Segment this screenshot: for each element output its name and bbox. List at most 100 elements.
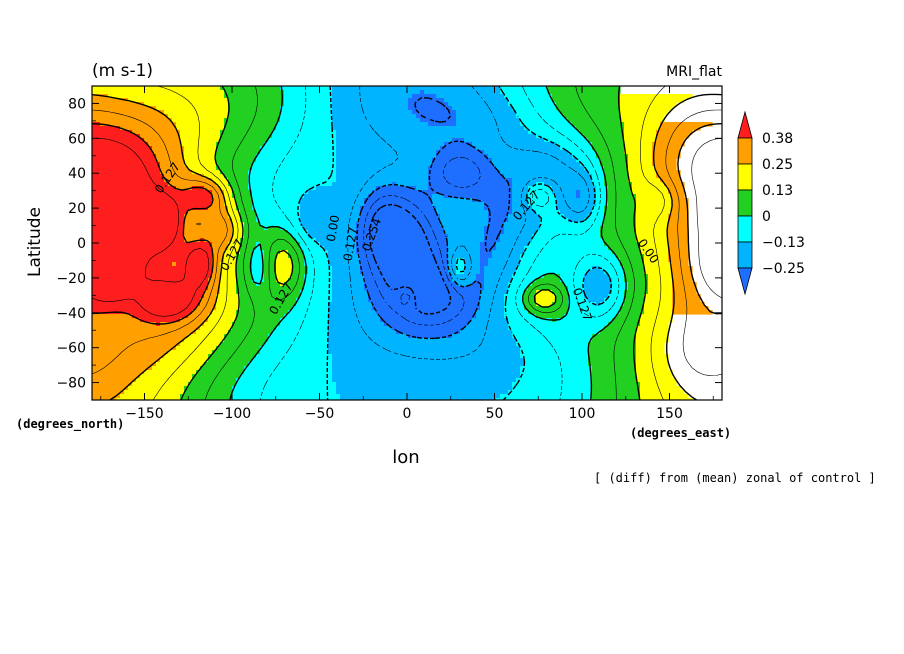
field-cell xyxy=(636,342,665,347)
field-cell xyxy=(252,202,301,207)
field-cell xyxy=(268,338,329,343)
field-cell xyxy=(580,190,597,195)
field-cell xyxy=(188,314,209,319)
field-cell xyxy=(220,282,237,287)
field-cell xyxy=(160,166,189,171)
field-cell xyxy=(336,162,433,167)
field-cell xyxy=(212,310,237,315)
field-cell xyxy=(92,218,185,223)
field-cell xyxy=(328,254,361,259)
field-cell xyxy=(372,302,481,307)
field-cell xyxy=(220,274,237,279)
field-cell xyxy=(436,210,489,215)
field-cell xyxy=(184,222,233,227)
field-cell xyxy=(300,210,361,215)
field-cell xyxy=(356,226,445,231)
field-cell xyxy=(604,210,637,215)
field-cell xyxy=(288,278,305,283)
model-title: MRI_flat xyxy=(666,64,722,80)
field-cell xyxy=(504,314,537,319)
field-cell xyxy=(636,366,669,371)
field-cell xyxy=(300,222,357,227)
field-cell xyxy=(280,322,329,327)
field-cell xyxy=(448,262,457,267)
field-cell xyxy=(596,190,609,195)
colorbar-label: 0.13 xyxy=(762,183,793,199)
field-cell xyxy=(600,302,625,307)
plot-area: 0.1270.1270.1270.000.1270.2540.1270.1270… xyxy=(91,85,723,401)
field-cell xyxy=(552,186,597,191)
field-cell xyxy=(356,246,449,251)
field-cell xyxy=(520,262,621,267)
field-cell xyxy=(528,286,569,291)
field-cell xyxy=(332,118,421,123)
field-cell xyxy=(276,258,293,263)
field-cell xyxy=(248,170,337,175)
field-cell xyxy=(516,266,593,271)
field-cell xyxy=(644,270,673,275)
field-cell xyxy=(92,250,213,255)
field-cell xyxy=(168,182,217,187)
field-cell xyxy=(428,122,457,127)
field-cell xyxy=(304,226,357,231)
field-cell xyxy=(224,198,237,203)
field-cell xyxy=(668,250,689,255)
field-cell xyxy=(208,282,221,287)
field-cell xyxy=(444,226,485,231)
field-cell xyxy=(220,86,281,91)
field-cell xyxy=(248,174,337,179)
field-cell xyxy=(204,322,233,327)
field-cell xyxy=(220,266,237,271)
field-cell xyxy=(536,314,565,319)
field-cell xyxy=(224,174,249,179)
field-cell xyxy=(92,362,157,367)
field-cell xyxy=(608,198,637,203)
field-cell xyxy=(236,382,337,387)
field-cell xyxy=(544,274,561,279)
field-cell xyxy=(584,134,625,139)
field-cell xyxy=(564,314,617,319)
field-cell xyxy=(636,350,665,355)
field-cell xyxy=(600,162,629,167)
field-cell xyxy=(280,318,329,323)
field-cell xyxy=(272,134,337,139)
field-cell xyxy=(536,290,553,295)
field-cell xyxy=(288,310,329,315)
field-cell xyxy=(432,158,493,163)
field-cell xyxy=(264,266,277,271)
field-cell xyxy=(656,134,689,139)
field-cell xyxy=(624,150,653,155)
field-cell xyxy=(244,226,265,231)
field-cell xyxy=(672,270,693,275)
field-cell xyxy=(252,194,305,199)
field-cell xyxy=(188,166,217,171)
field-cell xyxy=(512,386,593,391)
field-cell xyxy=(328,342,517,347)
field-cell xyxy=(288,230,309,235)
field-cell xyxy=(180,134,221,139)
field-cell xyxy=(212,246,229,251)
field-cell xyxy=(492,254,521,259)
field-cell xyxy=(220,134,273,139)
y-tick-label: −60 xyxy=(56,341,86,357)
field-cell xyxy=(580,162,601,167)
field-cell xyxy=(364,282,457,287)
field-cell xyxy=(640,394,689,399)
field-cell xyxy=(512,330,601,335)
field-cell xyxy=(484,150,569,155)
field-cell xyxy=(224,94,285,99)
field-cell xyxy=(236,270,253,275)
field-cell xyxy=(136,378,193,383)
field-cell xyxy=(504,174,593,179)
field-cell xyxy=(528,190,553,195)
x-axis: −150 −100 −50 0 50 100 150 xyxy=(100,86,714,422)
field-cell xyxy=(456,262,465,267)
field-cell xyxy=(496,166,585,171)
field-cell xyxy=(524,126,577,131)
field-cell xyxy=(532,282,565,287)
field-cell xyxy=(332,122,429,127)
field-cell xyxy=(336,158,433,163)
field-cell xyxy=(584,166,605,171)
field-cell xyxy=(332,362,525,367)
field-cell xyxy=(92,226,185,231)
